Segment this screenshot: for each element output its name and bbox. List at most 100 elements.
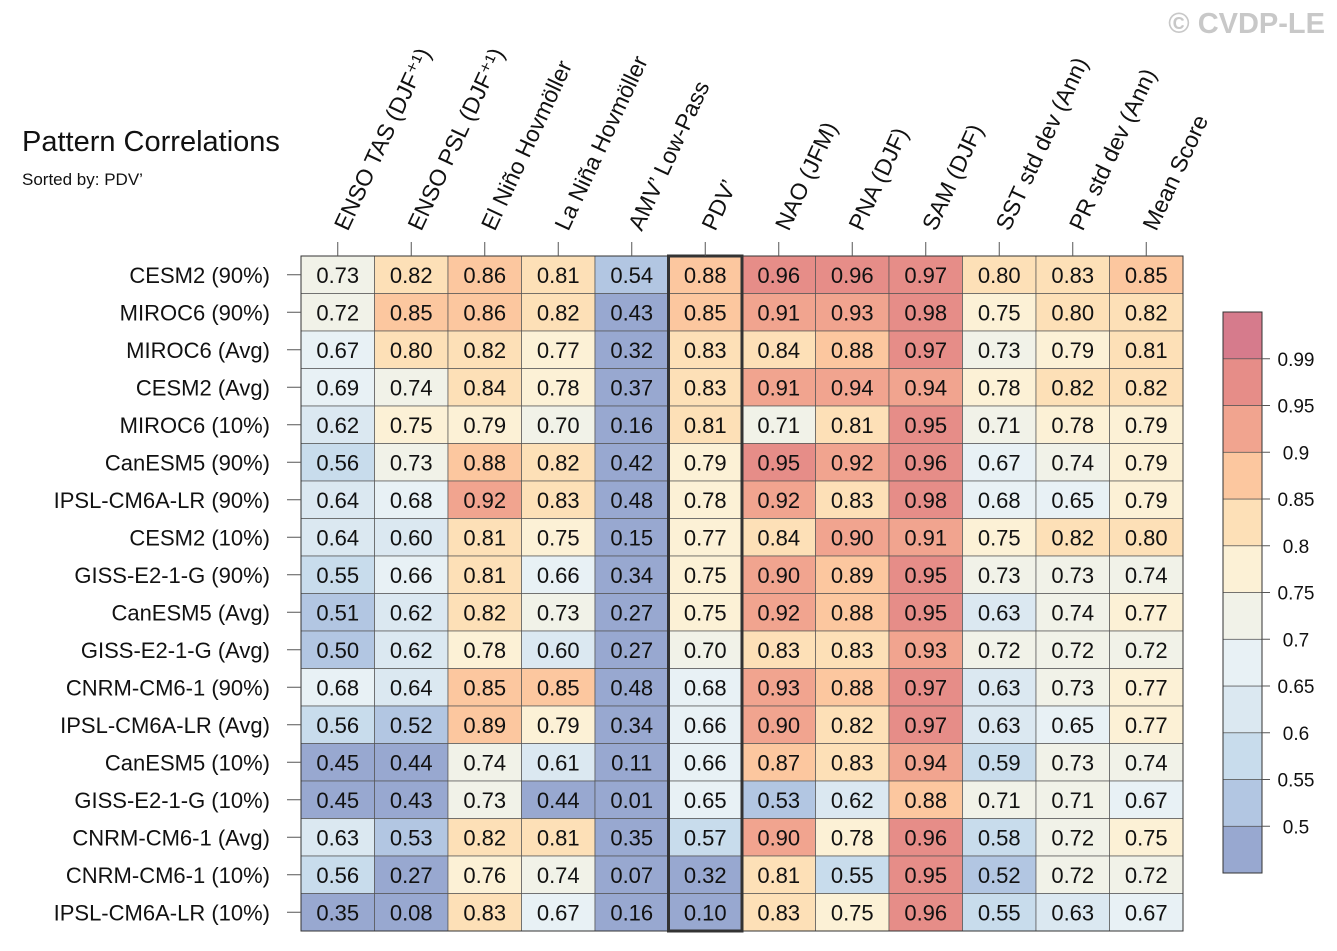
cell-value-label: 0.77 xyxy=(1125,713,1168,738)
cell-value-label: 0.55 xyxy=(316,563,359,588)
cell-value-label: 0.83 xyxy=(831,638,874,663)
cell-value-label: 0.72 xyxy=(1051,638,1094,663)
heatmap-cell xyxy=(300,855,375,894)
cell-value-label: 0.52 xyxy=(390,713,433,738)
heatmap-cell xyxy=(888,593,963,632)
colorbar-tick-label: 0.7 xyxy=(1283,630,1309,651)
cell-value-label: 0.62 xyxy=(316,413,359,438)
cell-value-label: 0.48 xyxy=(610,675,653,700)
heatmap-cell xyxy=(668,443,743,482)
cell-value-label: 0.94 xyxy=(904,750,947,775)
heatmap-cell xyxy=(1035,555,1110,594)
cell-value-label: 0.77 xyxy=(684,525,727,550)
heatmap-cell xyxy=(374,480,449,519)
cell-value-label: 0.89 xyxy=(831,563,874,588)
cell-value-label: 0.92 xyxy=(757,488,800,513)
heatmap-cell xyxy=(1109,893,1184,932)
heatmap-cell xyxy=(962,630,1037,669)
cell-value-label: 0.72 xyxy=(1051,825,1094,850)
column-label: PDV’ xyxy=(696,176,742,234)
heatmap-cell xyxy=(374,668,449,707)
cell-value-label: 0.67 xyxy=(316,338,359,363)
heatmap-cell xyxy=(1035,818,1110,857)
heatmap-cell xyxy=(447,818,522,857)
heatmap-cell xyxy=(1035,593,1110,632)
cell-value-label: 0.65 xyxy=(1051,713,1094,738)
cell-value-label: 0.81 xyxy=(463,525,506,550)
heatmap-cell xyxy=(1109,555,1184,594)
row-label: CESM2 (Avg) xyxy=(136,375,270,400)
cell-value-label: 0.71 xyxy=(978,413,1021,438)
cell-value-label: 0.81 xyxy=(684,413,727,438)
heatmap-cell xyxy=(668,368,743,407)
cell-value-label: 0.81 xyxy=(463,563,506,588)
cell-value-label: 0.83 xyxy=(757,638,800,663)
cell-value-label: 0.54 xyxy=(610,263,653,288)
cell-value-label: 0.11 xyxy=(611,750,652,775)
cell-value-label: 0.76 xyxy=(463,863,506,888)
heatmap-cell xyxy=(1109,480,1184,519)
cell-value-label: 0.91 xyxy=(757,375,800,400)
heatmap-cell xyxy=(447,705,522,744)
heatmap-cell xyxy=(521,405,596,444)
heatmap-cell xyxy=(1035,255,1110,294)
heatmap-cell xyxy=(741,368,816,407)
cell-value-label: 0.01 xyxy=(610,788,653,813)
cell-value-label: 0.80 xyxy=(390,338,433,363)
heatmap-cell xyxy=(521,555,596,594)
cell-value-label: 0.86 xyxy=(463,263,506,288)
cell-value-label: 0.85 xyxy=(390,300,433,325)
cell-value-label: 0.62 xyxy=(390,600,433,625)
colorbar-segment xyxy=(1222,825,1263,874)
cell-value-label: 0.63 xyxy=(978,675,1021,700)
column-label: NAO (JFM) xyxy=(770,118,843,234)
heatmap-cell xyxy=(594,368,669,407)
cell-value-label: 0.96 xyxy=(904,450,947,475)
heatmap-cell xyxy=(815,630,890,669)
row-label: IPSL-CM6A-LR (90%) xyxy=(54,488,270,513)
cell-value-label: 0.34 xyxy=(610,713,653,738)
cell-value-label: 0.73 xyxy=(1051,675,1094,700)
cell-value-label: 0.73 xyxy=(390,450,433,475)
colorbar-tick-label: 0.65 xyxy=(1278,677,1315,698)
cell-value-label: 0.43 xyxy=(390,788,433,813)
heatmap-cell xyxy=(300,330,375,369)
cell-value-label: 0.63 xyxy=(978,600,1021,625)
heatmap-cell xyxy=(888,443,963,482)
cell-value-label: 0.73 xyxy=(978,563,1021,588)
cell-value-label: 0.95 xyxy=(904,413,947,438)
cell-value-label: 0.74 xyxy=(390,375,433,400)
heatmap-cell xyxy=(374,855,449,894)
cell-value-label: 0.81 xyxy=(537,263,580,288)
heatmap-cell xyxy=(594,668,669,707)
cell-value-label: 0.98 xyxy=(904,300,947,325)
chart-subtitle: Sorted by: PDV’ xyxy=(22,170,143,189)
cell-value-label: 0.84 xyxy=(757,525,800,550)
cell-value-label: 0.88 xyxy=(904,788,947,813)
cell-value-label: 0.66 xyxy=(684,713,727,738)
heatmap-cell xyxy=(815,405,890,444)
cell-value-label: 0.90 xyxy=(831,525,874,550)
cell-value-label: 0.62 xyxy=(390,638,433,663)
heatmap-cell xyxy=(888,893,963,932)
heatmap-cell xyxy=(1109,855,1184,894)
row-label: CanESM5 (90%) xyxy=(105,450,270,475)
cell-value-label: 0.74 xyxy=(1051,600,1094,625)
heatmap-cell xyxy=(594,443,669,482)
cell-value-label: 0.56 xyxy=(316,450,359,475)
heatmap-cell xyxy=(300,443,375,482)
colorbar-tick-label: 0.9 xyxy=(1283,443,1309,464)
cell-value-label: 0.75 xyxy=(390,413,433,438)
cell-value-label: 0.79 xyxy=(684,450,727,475)
cell-value-label: 0.85 xyxy=(1125,263,1168,288)
heatmap-cell xyxy=(962,480,1037,519)
heatmap-cell xyxy=(1109,330,1184,369)
cell-value-label: 0.68 xyxy=(316,675,359,700)
heatmap-cell xyxy=(447,855,522,894)
heatmap-cell xyxy=(521,780,596,819)
cell-value-label: 0.72 xyxy=(1125,638,1168,663)
cell-value-label: 0.81 xyxy=(757,863,800,888)
heatmap-cell xyxy=(447,780,522,819)
cell-value-label: 0.75 xyxy=(831,900,874,925)
colorbar-tick-label: 0.6 xyxy=(1283,724,1309,745)
